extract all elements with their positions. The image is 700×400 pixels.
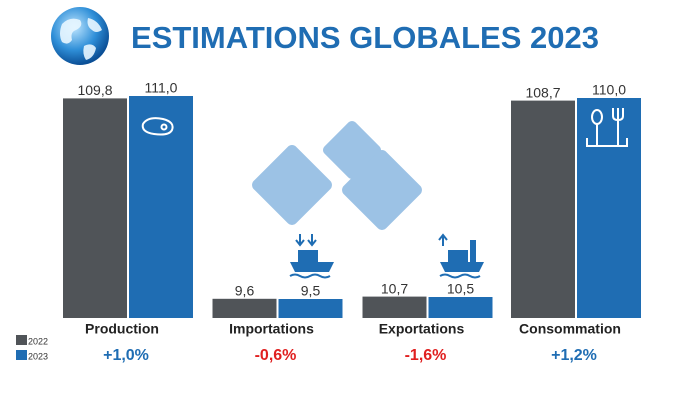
dining-icon [586,108,628,147]
data-label: 109,8 [77,82,112,98]
bar [577,98,641,318]
x-tick-label: Consommation [519,321,621,337]
bar [63,98,127,319]
data-label: 108,7 [525,84,560,100]
x-tick-label: Exportations [379,321,465,337]
change-label: -0,6% [255,347,297,364]
bar [129,96,193,318]
change-label: +1,2% [551,347,597,364]
bar [428,297,493,318]
change-label: -1,6% [405,347,447,364]
bar [278,299,343,318]
data-label: 9,5 [301,283,321,299]
data-label: 10,7 [381,280,408,296]
data-label: 9,6 [235,283,255,299]
meat-icon [141,117,174,136]
legend-swatch [16,335,27,345]
change-label: +1,0% [103,347,149,364]
legend-label: 2022 [28,336,48,346]
legend-label: 2023 [28,351,48,361]
data-label: 10,5 [447,281,474,297]
globe-icon [51,7,109,65]
logo [252,120,422,230]
x-tick-label: Production [85,321,159,337]
bar [362,296,427,318]
ship-icon [289,233,484,279]
bar [511,100,575,318]
x-tick-label: Importations [229,321,314,337]
bar [212,298,277,318]
chart-title: ESTIMATIONS GLOBALES 2023 [131,20,599,55]
legend-swatch [16,350,27,360]
data-label: 111,0 [145,80,178,96]
data-label: 110,0 [592,82,626,98]
